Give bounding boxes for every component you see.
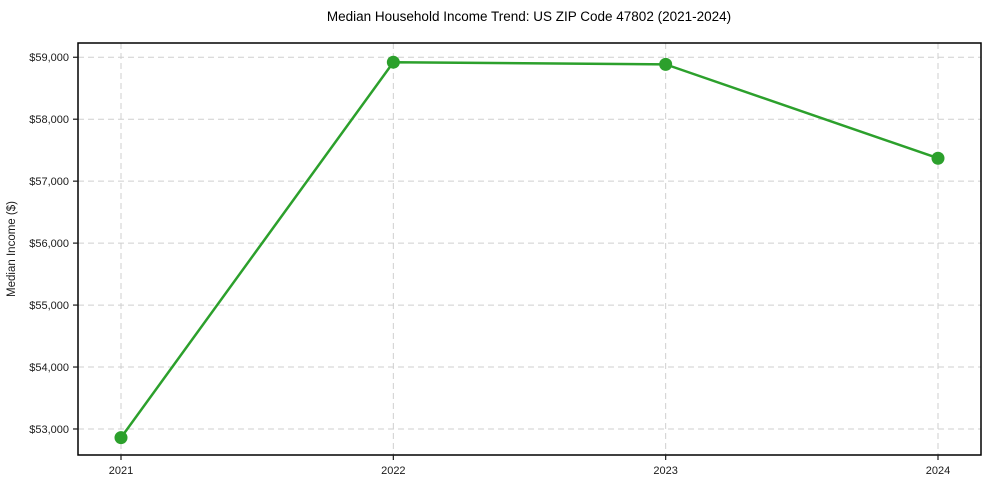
series-layer [114, 55, 945, 445]
y-tick-label: $55,000 [29, 300, 69, 312]
chart-title: Median Household Income Trend: US ZIP Co… [327, 9, 731, 24]
y-tick-label: $53,000 [29, 424, 69, 436]
y-tick-label: $57,000 [29, 176, 69, 188]
plot-border [77, 42, 982, 456]
data-point-marker [931, 151, 945, 165]
x-tick-label: 2022 [381, 465, 405, 477]
data-point-marker [659, 57, 673, 71]
y-tick-label: $59,000 [29, 52, 69, 64]
y-axis-label: Median Income ($) [6, 201, 18, 297]
y-tick-label: $54,000 [29, 362, 69, 374]
data-point-marker [386, 55, 400, 69]
tick-label-layer: $53,000 $54,000 $55,000 $56,000 $57,000 $58,0… [29, 52, 950, 477]
y-tick-label: $56,000 [29, 238, 69, 250]
grid-layer [78, 43, 981, 455]
x-tick-label: 2021 [109, 465, 133, 477]
data-point-marker [114, 431, 128, 445]
x-tick-label: 2023 [653, 465, 677, 477]
x-tick-label: 2024 [926, 465, 950, 477]
trend-line [119, 60, 940, 439]
tick-layer [73, 56, 939, 460]
y-tick-label: $58,000 [29, 114, 69, 126]
